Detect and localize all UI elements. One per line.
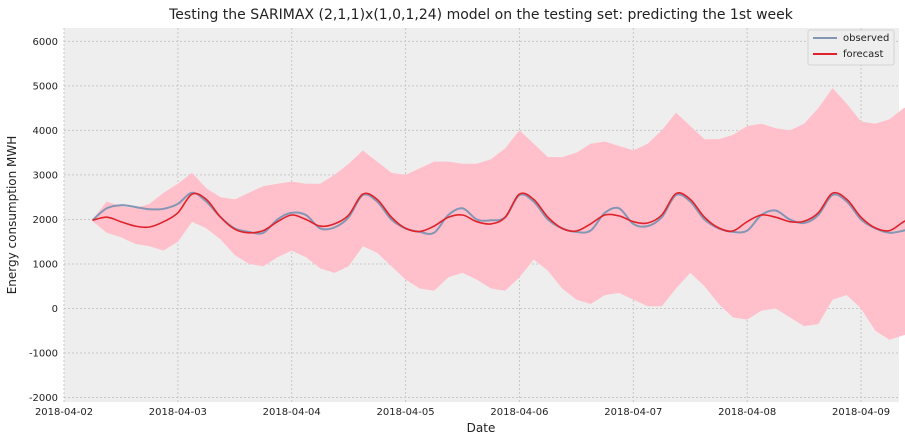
x-tick-label: 2018-04-08 xyxy=(718,407,776,418)
y-tick-label: -2000 xyxy=(29,393,58,404)
x-tick-label: 2018-04-07 xyxy=(604,407,662,418)
y-tick-label: 2000 xyxy=(33,215,58,226)
legend: observed forecast xyxy=(807,29,895,66)
y-axis-ticks: -2000 -1000 0 1000 2000 3000 4000 5000 6000 xyxy=(29,37,58,404)
x-tick-label: 2018-04-04 xyxy=(263,407,321,418)
x-tick-label: 2018-04-02 xyxy=(35,407,93,418)
legend-label-observed: observed xyxy=(843,33,889,44)
y-tick-label: 6000 xyxy=(33,37,58,48)
x-axis-ticks: 2018-04-02 2018-04-03 2018-04-04 2018-04-05… xyxy=(35,407,890,418)
legend-label-forecast: forecast xyxy=(843,49,884,60)
y-tick-label: -1000 xyxy=(29,349,58,360)
y-axis-label: Energy consumption MWH xyxy=(5,136,19,295)
x-tick-label: 2018-04-06 xyxy=(490,407,548,418)
y-tick-label: 0 xyxy=(52,304,58,315)
y-tick-label: 4000 xyxy=(33,126,58,137)
series-forecast-line xyxy=(92,191,905,234)
y-tick-label: 5000 xyxy=(33,81,58,92)
x-axis-label: Date xyxy=(467,421,496,435)
y-tick-label: 3000 xyxy=(33,170,58,181)
x-tick-label: 2018-04-03 xyxy=(149,407,207,418)
x-tick-label: 2018-04-05 xyxy=(377,407,435,418)
chart-title: Testing the SARIMAX (2,1,1)x(1,0,1,24) m… xyxy=(168,7,794,23)
x-tick-label: 2018-04-09 xyxy=(832,407,890,418)
y-tick-label: 1000 xyxy=(33,259,58,270)
confidence-band xyxy=(92,88,905,340)
series-observed-line xyxy=(91,191,905,235)
